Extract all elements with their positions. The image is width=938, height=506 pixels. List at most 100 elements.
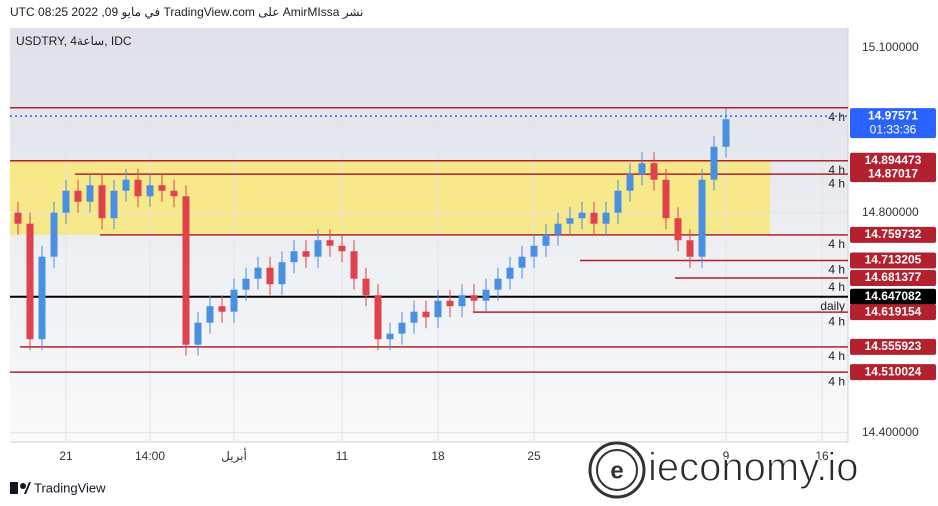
- candle-body: [626, 174, 634, 191]
- candle-body: [266, 267, 274, 285]
- price-label: 14.619154: [865, 304, 922, 318]
- candle-body: [302, 251, 310, 257]
- chart-layer: 14.400000 14.800000 15.100000 21 14:00 أبريل 1…: [10, 28, 936, 463]
- candle-body: [350, 251, 358, 279]
- x-tick-label: 16: [815, 449, 829, 463]
- price-label: 14.510024: [865, 364, 922, 378]
- price-label: 14.555923: [865, 339, 922, 353]
- candle-body: [398, 322, 406, 334]
- candle-body: [38, 256, 46, 340]
- header: نشر AmirMIssa على TradingView.com في ماي…: [10, 5, 364, 19]
- candle-body: [362, 278, 370, 296]
- level-tag: 4 h: [828, 349, 845, 363]
- candle-body: [482, 289, 490, 301]
- candle-body: [674, 218, 682, 241]
- price-label: 14.647082: [865, 289, 922, 303]
- tv-logo: [10, 482, 18, 494]
- level-tag: 4 h: [828, 110, 845, 124]
- watermark: ieconomy.io: [648, 446, 858, 490]
- candle-body: [110, 190, 118, 219]
- candle-body: [506, 267, 514, 279]
- candle-body: [386, 333, 394, 340]
- price-label: 14.759732: [865, 227, 922, 241]
- x-tick-label: 14:00: [135, 449, 165, 463]
- level-tag: 4 h: [828, 314, 845, 328]
- candle-body: [722, 119, 730, 147]
- price-box: [850, 166, 936, 183]
- price-box: [850, 288, 936, 305]
- candle-body: [254, 267, 262, 279]
- tv-logo: [20, 483, 26, 489]
- candle-body: [542, 234, 550, 246]
- level-tag: 4 h: [828, 176, 845, 190]
- candle-body: [650, 163, 658, 180]
- candle-body: [374, 295, 382, 340]
- candle-body: [74, 190, 82, 202]
- candle-body: [578, 212, 586, 219]
- price-label: 14.681377: [865, 270, 922, 284]
- candle-body: [26, 223, 34, 340]
- candle-body: [122, 179, 130, 191]
- price-box: [850, 226, 936, 243]
- candle-body: [98, 185, 106, 219]
- level-tag: 4 h: [828, 263, 845, 277]
- price-box: [850, 252, 936, 269]
- candle-body: [662, 179, 670, 219]
- candle-body: [530, 245, 538, 257]
- candle-body: [614, 190, 622, 213]
- candle-body: [518, 256, 526, 268]
- watermark-logo-inner: [596, 449, 638, 491]
- watermark-logo-e: e: [610, 457, 623, 484]
- candle-body: [230, 289, 238, 312]
- candle-body: [698, 179, 706, 257]
- price-box: [850, 152, 936, 169]
- price-label: 14.87017: [868, 166, 918, 180]
- y-tick-label: 14.400000: [862, 425, 919, 439]
- level-tag: 4 h: [828, 280, 845, 294]
- candle-body: [338, 245, 346, 252]
- symbol: USDTRY, 4ساعة, IDC: [16, 34, 132, 48]
- x-tick-label: 9: [723, 449, 730, 463]
- x-tick-label: 25: [527, 449, 541, 463]
- current-price-label: 14.97571: [868, 108, 918, 122]
- candle-body: [446, 300, 454, 307]
- candle-body: [422, 311, 430, 318]
- candle-body: [470, 295, 478, 301]
- candle-body: [638, 163, 646, 175]
- candle-body: [158, 185, 166, 191]
- candle-body: [494, 278, 502, 290]
- candle-body: [218, 306, 226, 312]
- candle-body: [14, 212, 22, 224]
- price-box: [850, 304, 936, 321]
- current-price-box: [850, 108, 936, 139]
- candle-body: [326, 240, 334, 246]
- candle-body: [290, 251, 298, 263]
- price-box: [850, 364, 936, 381]
- candle-body: [590, 212, 598, 224]
- countdown: 01:33:36: [870, 122, 917, 136]
- footer: TradingView: [34, 480, 106, 495]
- candle-body: [458, 295, 466, 307]
- candle-body: [710, 146, 718, 180]
- candle-body: [554, 223, 562, 235]
- level-tag: 4 h: [828, 374, 845, 388]
- candle-body: [146, 185, 154, 197]
- price-label: 14.713205: [865, 253, 922, 267]
- candle-body: [62, 190, 70, 213]
- candle-body: [278, 262, 286, 285]
- candle-body: [182, 196, 190, 345]
- x-tick-label: أبريل: [221, 448, 247, 463]
- candle-body: [50, 212, 58, 257]
- candle-body: [242, 278, 250, 290]
- candle-body: [566, 218, 574, 224]
- price-box: [850, 338, 936, 355]
- x-tick-label: 11: [336, 449, 349, 463]
- price-box: [850, 269, 936, 286]
- level-tag: 4 h: [828, 237, 845, 251]
- candle-body: [206, 306, 214, 323]
- candle-body: [170, 190, 178, 197]
- candle-body: [686, 240, 694, 257]
- candle-body: [314, 240, 322, 257]
